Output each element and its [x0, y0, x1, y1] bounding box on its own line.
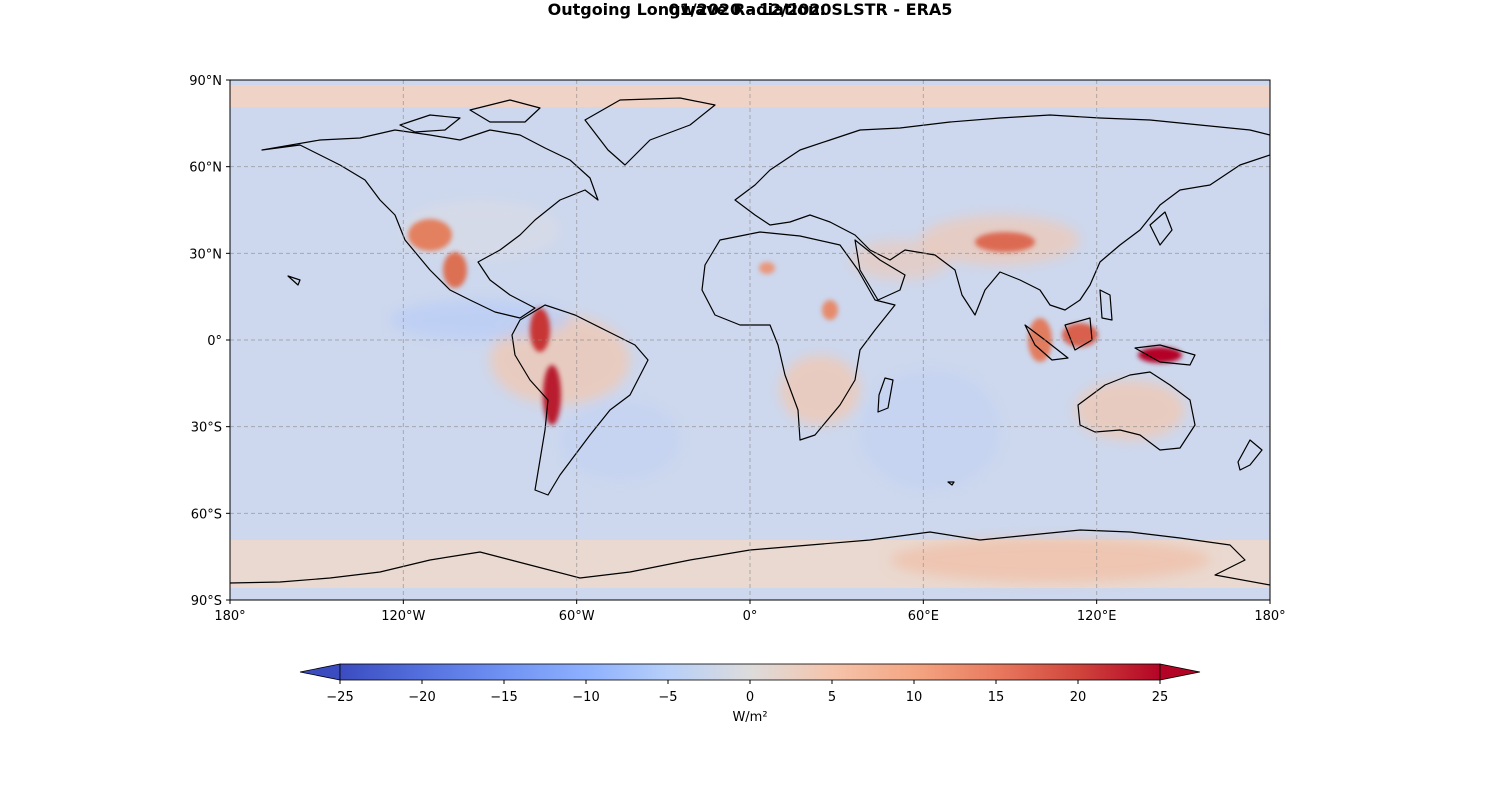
colorbar-extend-low: [299, 663, 341, 681]
lon-tick-label: 120°W: [381, 609, 425, 624]
colorbar-tick-label: 20: [1070, 690, 1087, 705]
lon-tick-label: 120°E: [1077, 609, 1117, 624]
lon-tick-label: 60°W: [559, 609, 595, 624]
lat-tick-label: 90°S: [191, 594, 222, 609]
colorbar-bar: [339, 663, 1161, 681]
colorbar-tick-label: −25: [326, 690, 353, 705]
colorbar-tick-label: −20: [408, 690, 435, 705]
gridlines: [230, 80, 1270, 600]
colorbar-tick-label: 5: [828, 690, 836, 705]
colorbar-tick-label: 0: [746, 690, 754, 705]
lon-tick-label: 0°: [743, 609, 758, 624]
colorbar-tick-label: −10: [572, 690, 599, 705]
colorbar-label: W/m²: [732, 710, 767, 725]
figure-title: Outgoing Longwave Radiation: SLSTR - ERA…: [547, 0, 953, 19]
latitude-tick-labels: 90°N 60°N 30°N 0° 30°S 60°S 90°S: [189, 74, 230, 609]
colorbar-tick-label: −5: [658, 690, 677, 705]
lat-tick-label: 60°N: [189, 161, 222, 176]
colorbar-tick-label: 10: [906, 690, 923, 705]
lat-tick-label: 90°N: [189, 74, 222, 89]
colorbar-tick-label: 25: [1152, 690, 1169, 705]
lat-tick-label: 30°N: [189, 247, 222, 262]
colorbar-ticks: −25 −20 −15 −10 −5 0 5 10 15 20 25: [326, 680, 1168, 705]
lat-tick-label: 60°S: [191, 507, 222, 522]
colorbar: −25 −20 −15 −10 −5 0 5 10 15 20 25 W/m²: [299, 663, 1201, 725]
longitude-tick-labels: 180° 120°W 60°W 0° 60°E 120°E 180°: [214, 600, 1286, 624]
lon-tick-label: 60°E: [908, 609, 939, 624]
lon-tick-label: 180°: [1254, 609, 1285, 624]
colorbar-extend-high: [1159, 663, 1201, 681]
lon-tick-label: 180°: [214, 609, 245, 624]
colorbar-tick-label: −15: [490, 690, 517, 705]
lat-tick-label: 0°: [207, 334, 222, 349]
lat-tick-label: 30°S: [191, 421, 222, 436]
figure-subtitle: 01/2020 - 12/2020: [668, 0, 832, 19]
coastlines: [230, 97, 1270, 586]
colorbar-tick-label: 15: [988, 690, 1005, 705]
